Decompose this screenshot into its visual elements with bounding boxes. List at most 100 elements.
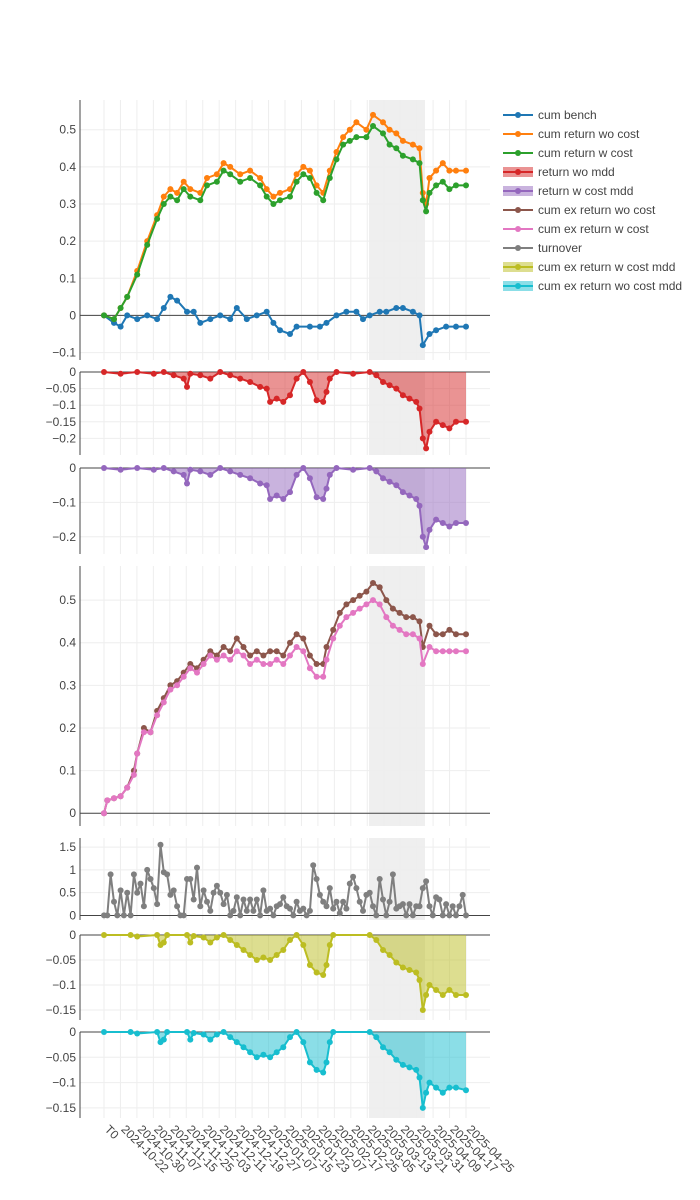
legend-item[interactable]: cum ex return w cost mdd: [503, 260, 675, 274]
data-point: [300, 465, 307, 471]
data-point: [207, 471, 214, 478]
data-point: [386, 898, 393, 905]
data-point: [399, 152, 406, 159]
data-point: [343, 601, 350, 608]
data-point: [124, 312, 131, 319]
data-point: [439, 422, 446, 429]
data-point: [180, 912, 187, 919]
data-point: [300, 942, 307, 948]
data-point: [180, 673, 187, 680]
data-point: [167, 682, 174, 689]
data-point: [124, 889, 131, 896]
legend-label: return wo mdd: [538, 165, 615, 179]
data-point: [144, 241, 151, 248]
y-tick-label: −0.05: [46, 953, 77, 967]
data-point: [247, 175, 254, 181]
legend-item[interactable]: return wo mdd: [503, 165, 615, 179]
data-point: [190, 1030, 197, 1036]
data-point: [416, 1074, 423, 1081]
data-point: [416, 903, 423, 910]
data-point: [187, 665, 194, 672]
data-point: [366, 312, 373, 319]
data-point: [423, 878, 430, 885]
data-point: [217, 465, 224, 471]
data-point: [140, 903, 147, 910]
y-tick-label: −0.1: [52, 1076, 76, 1090]
series-area: [104, 935, 466, 1010]
data-point: [280, 947, 287, 953]
legend-item[interactable]: cum ex return wo cost: [503, 203, 656, 217]
data-point: [423, 544, 430, 551]
data-point: [273, 395, 280, 402]
data-point: [370, 123, 376, 129]
legend-item[interactable]: cum ex return w cost: [503, 222, 649, 236]
data-point: [194, 669, 200, 676]
data-point: [127, 932, 134, 938]
y-tick-label: −0.05: [46, 1050, 77, 1064]
legend-item[interactable]: cum return wo cost: [503, 127, 640, 141]
data-point: [107, 871, 114, 878]
data-point: [453, 631, 459, 638]
data-point: [416, 405, 423, 412]
y-tick-label: 0.2: [59, 721, 76, 735]
data-point: [200, 934, 207, 941]
data-point: [300, 171, 307, 178]
data-point: [227, 468, 234, 475]
legend-item[interactable]: cum bench: [503, 108, 597, 122]
data-point: [140, 729, 147, 736]
data-point: [306, 907, 313, 914]
data-point: [134, 465, 141, 471]
data-point: [267, 661, 274, 667]
data-point: [439, 648, 446, 655]
data-point: [263, 186, 270, 193]
legend-item[interactable]: turnover: [503, 241, 582, 255]
data-point: [210, 889, 217, 896]
data-point: [247, 661, 254, 667]
data-point: [463, 167, 469, 174]
data-point: [439, 631, 446, 638]
data-point: [134, 369, 141, 375]
data-point: [253, 312, 260, 319]
data-point: [409, 631, 416, 638]
data-point: [453, 648, 459, 655]
data-point: [423, 1089, 430, 1096]
data-point: [376, 876, 383, 882]
data-point: [416, 145, 423, 152]
data-point: [426, 526, 433, 533]
data-point: [187, 186, 194, 193]
data-point: [333, 149, 340, 155]
data-point: [197, 319, 204, 326]
data-point: [164, 871, 171, 878]
legend-marker: [515, 150, 521, 156]
data-point: [376, 308, 383, 315]
data-point: [213, 656, 220, 663]
data-point: [240, 896, 247, 903]
data-point: [217, 369, 224, 375]
data-point: [423, 992, 430, 998]
data-point: [267, 957, 274, 963]
data-point: [350, 609, 357, 616]
data-point: [370, 903, 376, 910]
data-point: [207, 939, 214, 946]
legend-item[interactable]: cum ex return wo cost mdd: [503, 279, 682, 293]
legend-item[interactable]: cum return w cost: [503, 146, 633, 160]
data-point: [270, 193, 277, 200]
data-point: [233, 648, 240, 655]
data-point: [326, 942, 333, 948]
data-point: [316, 323, 323, 330]
data-point: [366, 369, 373, 375]
legend-marker: [515, 245, 521, 251]
panel-return-wo-mdd: −0.2 −0.15 −0.1 −0.05 0: [46, 365, 490, 455]
data-point: [213, 934, 220, 941]
data-point: [453, 323, 459, 330]
data-point: [336, 910, 343, 917]
data-point: [426, 175, 433, 181]
data-point: [463, 182, 469, 189]
data-point: [267, 1054, 274, 1061]
data-point: [184, 1029, 190, 1035]
data-point: [197, 903, 204, 910]
data-point: [313, 189, 320, 196]
legend-item[interactable]: return w cost mdd: [503, 184, 633, 198]
data-point: [446, 425, 453, 432]
data-point: [300, 369, 307, 375]
